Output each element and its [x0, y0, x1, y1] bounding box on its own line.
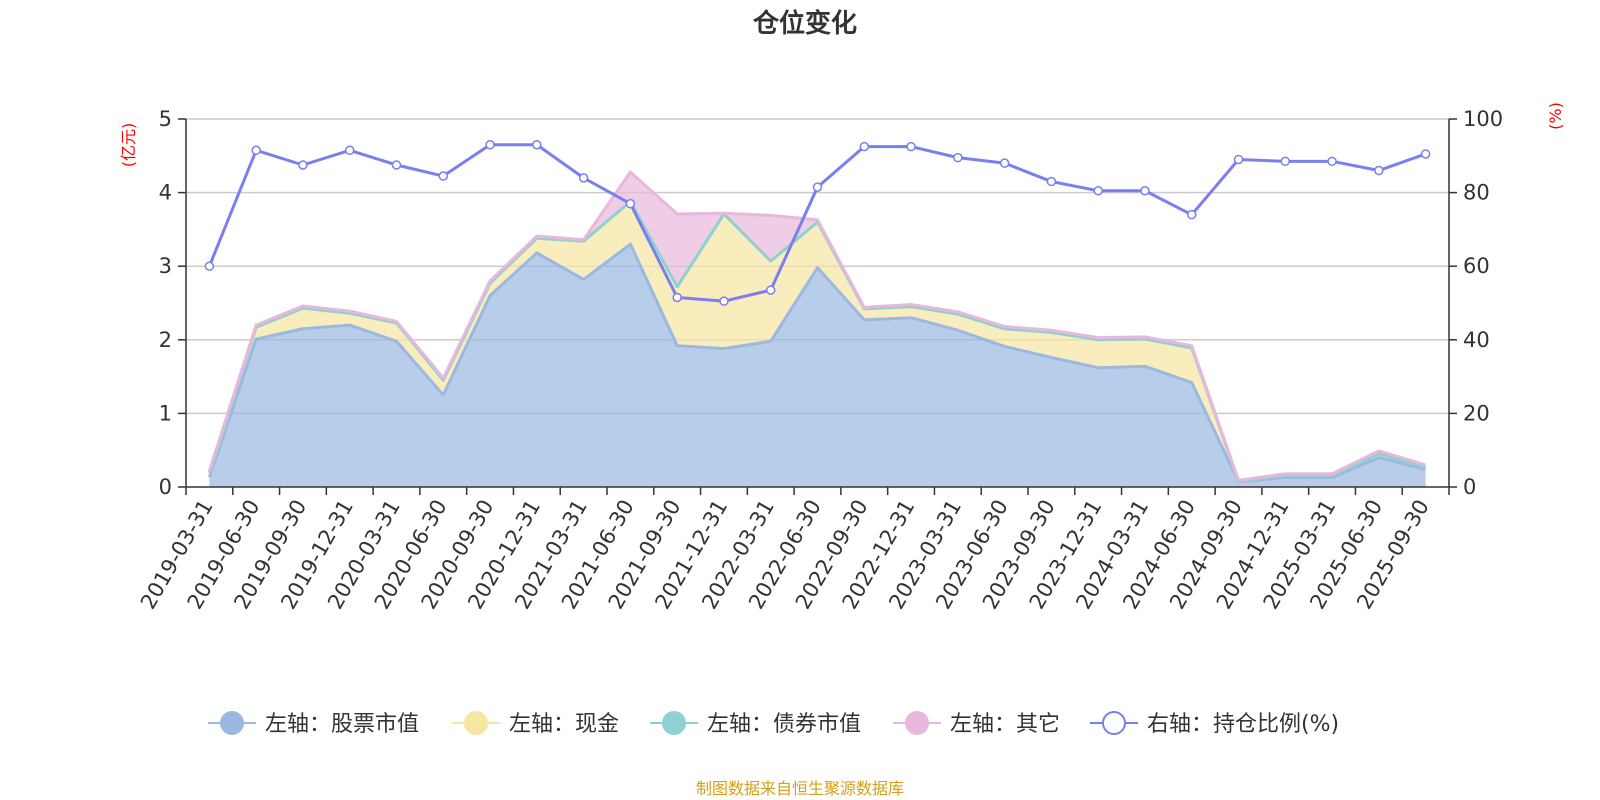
legend-marker-2 [662, 711, 686, 735]
right-tick-label: 40 [1463, 328, 1490, 352]
ratio-point [906, 141, 916, 152]
left-tick-label: 1 [159, 401, 172, 425]
right-tick-label: 80 [1463, 181, 1490, 205]
ratio-point [672, 292, 682, 303]
right-tick-label: 0 [1463, 475, 1476, 499]
ratio-point [1093, 186, 1103, 196]
ratio-point [204, 261, 215, 271]
left-tick-label: 3 [159, 254, 172, 278]
ratio-point [298, 160, 308, 170]
stacked-areas [207, 170, 1427, 487]
right-tick-label: 60 [1463, 254, 1490, 278]
legend-marker-1 [464, 711, 488, 735]
source-note: 制图数据来自恒生聚源数据库 [696, 779, 904, 798]
ratio-point [859, 141, 870, 152]
ratio-point [1046, 176, 1057, 187]
ratio-point [485, 140, 495, 150]
ratio-point [1374, 165, 1384, 176]
ratio-point [812, 182, 823, 192]
legend-label-1: 左轴：现金 [509, 712, 619, 737]
legend-label-2: 左轴：债券市值 [707, 712, 861, 737]
legend-label-3: 左轴：其它 [950, 712, 1060, 737]
ratio-point [578, 173, 589, 183]
right-axis-unit: (%) [1546, 102, 1565, 130]
ratio-point [344, 145, 355, 156]
area-series-1 [209, 201, 1426, 482]
legend-label-0: 左轴：股票市值 [265, 712, 419, 737]
ratio-point [391, 160, 402, 170]
left-axis-unit: (亿元) [119, 123, 138, 168]
ratio-point [1327, 156, 1337, 167]
legend-marker-3 [905, 711, 929, 735]
left-tick-label: 0 [159, 475, 172, 499]
legend: 左轴：股票市值 左轴：现金 左轴：债券市值 左轴：其它 右轴：持仓比例(%) [208, 711, 1339, 737]
ratio-point [999, 158, 1010, 168]
ratio-point [251, 145, 261, 156]
ratio-point [765, 285, 776, 295]
right-tick-label: 20 [1463, 401, 1490, 425]
ratio-point [1280, 156, 1291, 167]
ratio-point [625, 198, 636, 209]
position-ratio-line [204, 140, 1431, 306]
right-tick-label: 100 [1463, 107, 1503, 131]
left-tick-label: 5 [159, 107, 172, 131]
ratio-point [1233, 154, 1244, 165]
area-outline-0 [207, 242, 1426, 484]
left-tick-label: 2 [159, 328, 172, 352]
legend-marker-0 [220, 711, 244, 735]
ratio-point [532, 140, 542, 150]
left-tick-label: 4 [159, 181, 172, 205]
legend-label-4: 右轴：持仓比例(%) [1147, 712, 1339, 737]
legend-marker-4 [1102, 711, 1126, 735]
ratio-point [1186, 209, 1197, 220]
area-outline-3 [207, 170, 1427, 482]
ratio-point [1140, 186, 1150, 196]
ratio-point [1420, 149, 1431, 159]
ratio-point [719, 296, 729, 306]
area-series-0 [209, 244, 1426, 487]
ratio-point [438, 171, 449, 181]
chart-title: 仓位变化 [752, 8, 857, 39]
ratio-point [953, 152, 963, 163]
